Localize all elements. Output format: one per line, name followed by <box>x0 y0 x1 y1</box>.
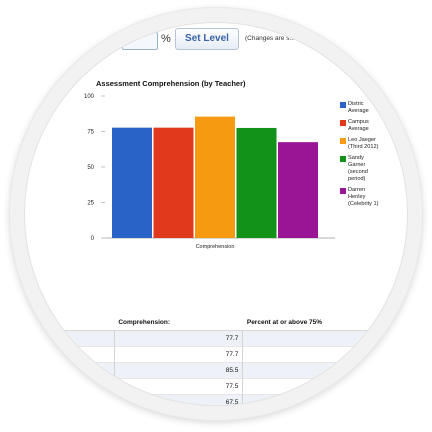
legend-item[interactable]: Sandy Garner (second period) <box>340 155 410 183</box>
bar-leo-jaeger-third-2012[interactable] <box>195 116 235 238</box>
aggregation-cell: Average <box>10 330 115 347</box>
table-row[interactable]: verage 77.7 <box>10 346 422 363</box>
bar-chart: 0 25 50 75 100 Comprehension <box>84 94 335 250</box>
percent-75-cell <box>242 346 422 363</box>
bar-district-average[interactable] <box>112 127 152 238</box>
chart-title: Assessment Comprehension (by Teacher) <box>96 79 246 88</box>
legend-label: (second <box>348 169 368 175</box>
legend-label: Garner <box>348 162 366 168</box>
aggregation-cell: ird 2012) <box>10 362 115 379</box>
comprehension-cell: 77.7 <box>113 346 243 363</box>
percent-75-cell <box>242 378 422 395</box>
legend-label: Average <box>348 126 369 132</box>
legend-swatch <box>340 102 346 108</box>
y-tick-label: 100 <box>84 94 95 100</box>
percent-input[interactable] <box>122 32 158 50</box>
aggregation-cell: verage <box>10 346 115 363</box>
legend-item[interactable]: Campus Average <box>340 119 410 133</box>
header-comprehension[interactable]: Comprehension: <box>114 314 243 331</box>
header-aggregation[interactable]: Aggregation: <box>10 314 115 331</box>
magnifier-lens: % Set Level (Changes are s... Assessment… <box>10 8 422 420</box>
y-tick-label: 25 <box>87 201 94 207</box>
legend-label: Henley <box>348 194 366 200</box>
legend-label: (Celebrity 1) <box>348 201 379 207</box>
y-tick-label: 0 <box>91 236 95 242</box>
legend-item[interactable]: Darren Henley (Celebrity 1) <box>340 187 410 208</box>
legend-label: Distric <box>348 101 364 107</box>
table-row[interactable]: nd period) 77.5 <box>10 378 422 395</box>
comprehension-cell: 85.5 <box>113 362 243 379</box>
percent-sign: % <box>161 33 171 45</box>
legend-label: Sandy <box>348 155 364 161</box>
legend-swatch <box>340 156 346 162</box>
comprehension-cell: 77.5 <box>113 378 243 395</box>
legend-swatch <box>340 138 346 144</box>
comprehension-cell: 77.7 <box>113 330 243 347</box>
legend-label: Darren <box>348 187 366 193</box>
comprehension-cell: 67.5 <box>113 394 243 410</box>
aggregation-cell <box>10 394 115 410</box>
percent-75-cell <box>242 330 422 347</box>
x-category-label: Comprehension <box>196 244 235 250</box>
set-level-button[interactable]: Set Level <box>175 28 239 50</box>
legend-label: (Third 2012) <box>348 144 379 150</box>
changes-note: (Changes are s... <box>245 35 295 42</box>
header-percent-75[interactable]: Percent at or above 75% <box>242 314 422 331</box>
table-row[interactable]: ird 2012) 85.5 <box>10 362 422 379</box>
results-table: Aggregation: Comprehension: Percent at o… <box>10 314 422 410</box>
chart-legend: Distric Average Campus Average Leo Jaeger (Th… <box>340 101 410 212</box>
toolbar: % Set Level (Changes are s... <box>10 8 422 54</box>
bar-campus-average[interactable] <box>153 127 194 238</box>
legend-item[interactable]: Leo Jaeger (Third 2012) <box>340 137 410 151</box>
legend-item[interactable]: Distric Average <box>340 101 410 115</box>
legend-label: Leo Jaeger <box>348 137 376 143</box>
y-tick-label: 75 <box>87 130 94 136</box>
legend-label: period) <box>348 176 366 182</box>
percent-75-cell <box>242 394 422 410</box>
y-tick-label: 50 <box>87 165 94 171</box>
bar-sandy-garner-second-period[interactable] <box>236 127 277 238</box>
percent-75-cell <box>242 362 422 379</box>
aggregation-cell: nd period) <box>10 378 115 395</box>
legend-swatch <box>340 120 346 126</box>
legend-swatch <box>340 188 346 194</box>
legend-label: Campus <box>348 119 369 125</box>
table-row[interactable]: 67.5 <box>10 394 422 410</box>
legend-label: Average <box>348 108 369 114</box>
table-row[interactable]: Average 77.7 <box>10 330 422 347</box>
bar-darren-henley-celebrity-1[interactable] <box>278 142 318 238</box>
